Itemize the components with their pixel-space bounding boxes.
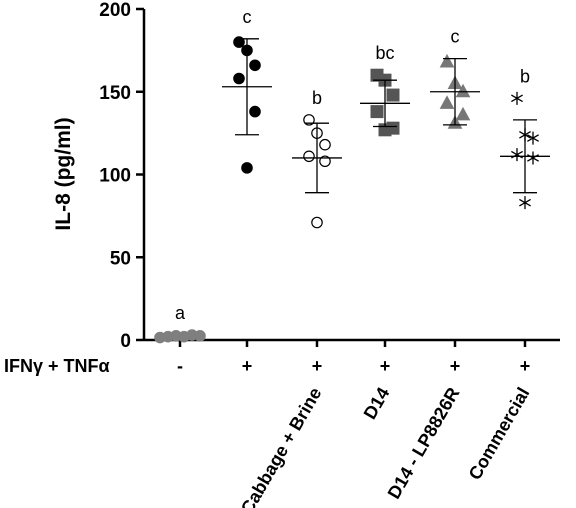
data-point	[233, 72, 245, 85]
data-point	[311, 216, 323, 229]
significance-letter: b	[520, 66, 530, 86]
significance-letter: bc	[375, 43, 394, 63]
data-point	[455, 106, 471, 121]
data-point	[439, 95, 455, 109]
y-tick-label: 0	[120, 331, 131, 352]
treatment-sign: +	[312, 356, 323, 376]
data-point	[233, 36, 245, 48]
y-axis-label: IL-8 (pg/ml)	[52, 117, 75, 230]
y-tick-label: 50	[110, 248, 131, 269]
data-point	[511, 148, 523, 162]
data-point	[439, 53, 455, 68]
data-point	[319, 138, 331, 151]
x-category-label: Cabbage + Brine	[237, 384, 326, 508]
data-point	[527, 131, 539, 145]
data-point	[511, 91, 523, 105]
data-point	[249, 59, 261, 72]
significance-letter: c	[451, 27, 460, 47]
x-category-label: D14	[360, 384, 394, 423]
treatment-row-label: IFNγ + TNFα	[4, 356, 110, 376]
significance-letter: b	[312, 88, 322, 108]
treatment-sign: +	[450, 356, 461, 376]
data-point	[519, 196, 531, 210]
data-point	[527, 151, 539, 165]
y-tick-label: 150	[99, 83, 131, 104]
data-point	[303, 114, 315, 126]
data-point	[194, 330, 206, 342]
x-category-label: Commercial	[465, 384, 534, 483]
y-tick-label: 100	[99, 166, 131, 187]
significance-letter: a	[175, 303, 186, 323]
data-point	[455, 83, 471, 98]
data-point	[319, 155, 331, 168]
significance-letter: c	[243, 7, 252, 27]
data-point	[386, 88, 400, 102]
data-point	[303, 150, 315, 163]
data-point	[241, 162, 253, 174]
data-point	[249, 105, 261, 118]
treatment-sign: +	[520, 356, 531, 376]
treatment-sign: +	[242, 356, 253, 376]
treatment-sign: +	[380, 356, 391, 376]
treatment-sign: -	[177, 356, 183, 376]
data-point	[370, 105, 384, 119]
x-category-label: D14 - LP8826R	[384, 384, 464, 502]
y-tick-label: 200	[99, 0, 131, 21]
